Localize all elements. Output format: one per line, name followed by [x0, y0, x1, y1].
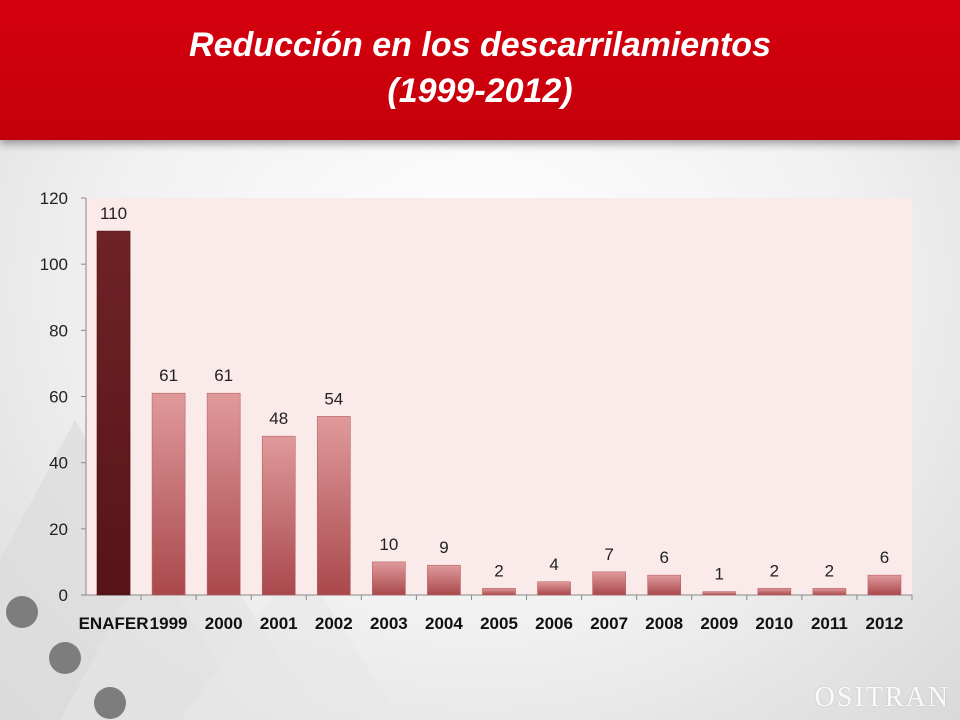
x-tick-label: 2009 [700, 614, 738, 633]
x-tick-label: 2005 [480, 614, 518, 633]
data-label: 110 [100, 204, 127, 223]
bar [427, 564, 461, 596]
x-tick-label: 2010 [755, 614, 793, 633]
y-tick-label: 120 [40, 189, 68, 208]
bar [206, 392, 241, 596]
data-label: 1 [715, 565, 724, 584]
x-tick-label: 2011 [811, 614, 848, 633]
x-tick-label: 2007 [590, 614, 628, 633]
data-label: 6 [659, 548, 668, 567]
bar [151, 392, 186, 596]
x-tick-label: 2001 [260, 614, 298, 633]
data-label: 9 [439, 538, 448, 557]
bar [96, 230, 131, 596]
bar [757, 588, 792, 596]
data-label: 6 [880, 548, 889, 567]
x-tick-label: 2000 [205, 614, 243, 633]
data-label: 2 [494, 561, 503, 580]
bar [316, 416, 351, 596]
data-label: 2 [770, 561, 779, 580]
title-line-1: Reducción en los descarrilamientos [189, 26, 771, 64]
data-label: 4 [549, 555, 558, 574]
x-tick-label: 2008 [645, 614, 683, 633]
x-tick-label: ENAFER [79, 614, 149, 633]
y-tick-label: 40 [49, 454, 68, 473]
bar [372, 561, 406, 596]
y-tick-label: 20 [49, 520, 68, 539]
data-label: 61 [214, 366, 233, 385]
x-tick-label: 2004 [425, 614, 463, 633]
page-title: Reducción en los descarrilamientos (1999… [0, 22, 960, 114]
bar [702, 591, 737, 596]
data-label: 48 [269, 409, 288, 428]
bar [812, 588, 847, 596]
bar [592, 571, 626, 596]
x-tick-label: 2006 [535, 614, 573, 633]
y-tick-label: 0 [59, 586, 68, 605]
bar [482, 588, 516, 596]
x-tick-label: 2012 [866, 614, 904, 633]
bar [647, 574, 682, 596]
bar [261, 435, 296, 596]
x-tick-label: 2003 [370, 614, 408, 633]
bar [867, 574, 902, 596]
brand-logo: OSITRAN [814, 682, 950, 713]
y-tick-label: 60 [49, 388, 68, 407]
decor-circle [49, 642, 81, 674]
data-label: 61 [159, 366, 178, 385]
x-tick-label: 1999 [150, 614, 188, 633]
title-banner: Reducción en los descarrilamientos (1999… [0, 0, 960, 140]
bar [537, 581, 571, 596]
decor-circle [94, 687, 126, 719]
y-tick-label: 80 [49, 321, 68, 340]
data-label: 54 [324, 389, 343, 408]
decor-circle [6, 596, 38, 628]
title-line-2: (1999-2012) [387, 72, 573, 110]
data-label: 2 [825, 561, 834, 580]
y-tick-label: 100 [40, 255, 68, 274]
data-label: 7 [604, 545, 613, 564]
data-label: 10 [379, 535, 398, 554]
x-tick-label: 2002 [315, 614, 353, 633]
